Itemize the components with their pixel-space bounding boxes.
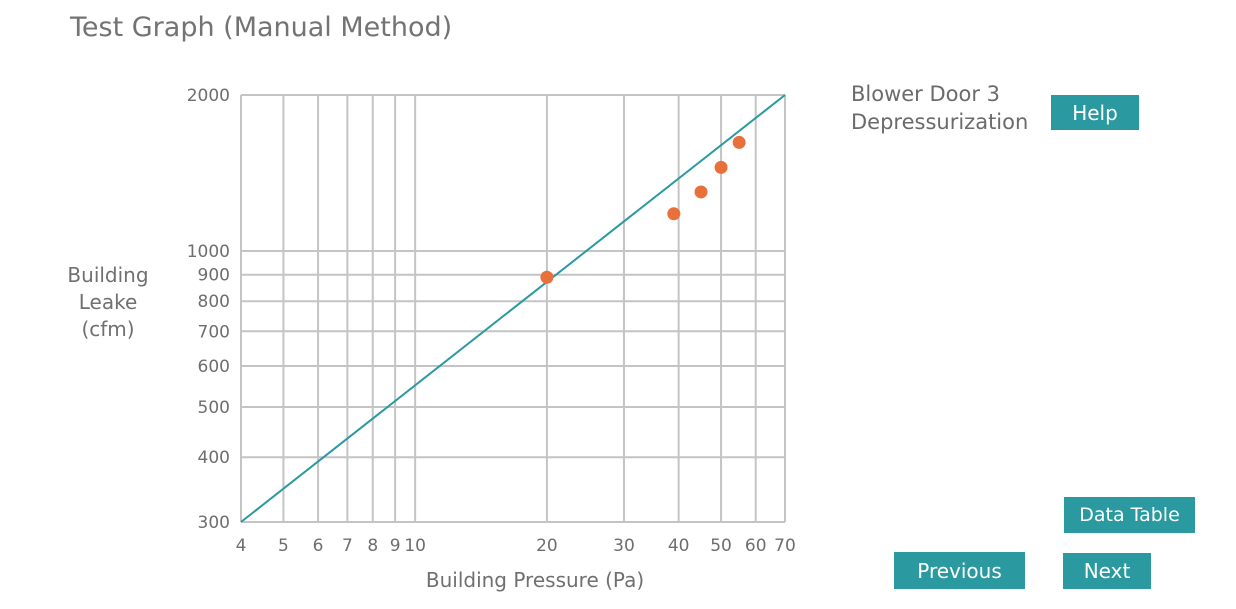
y-tick-label: 2000 — [187, 86, 230, 106]
y-tick-label: 300 — [198, 513, 230, 533]
x-tick-label: 6 — [313, 536, 324, 556]
y-axis-label-line: Leake — [78, 290, 138, 314]
x-tick-label: 4 — [236, 536, 247, 556]
y-tick-label: 800 — [198, 292, 230, 312]
x-tick-label: 40 — [668, 536, 690, 556]
test-name: Blower Door 3 Depressurization — [851, 80, 1028, 136]
y-axis-label-line: Building — [67, 263, 149, 287]
chart-series — [240, 94, 786, 523]
y-tick-label: 900 — [198, 266, 230, 286]
y-tick-label: 600 — [198, 357, 230, 377]
test-name-line: Depressurization — [851, 110, 1029, 134]
y-tick-label: 1000 — [187, 242, 230, 262]
x-tick-label: 5 — [278, 536, 289, 556]
data-point — [540, 270, 554, 284]
y-axis-label-line: (cfm) — [81, 317, 135, 341]
data-point — [667, 207, 681, 221]
y-tick-label: 400 — [198, 448, 230, 468]
chart-grid — [240, 94, 786, 523]
x-tick-label: 70 — [774, 536, 796, 556]
next-button[interactable]: Next — [1063, 553, 1151, 589]
y-axis-label: Building Leake (cfm) — [56, 262, 160, 343]
page-title: Test Graph (Manual Method) — [70, 12, 453, 43]
fit-line — [240, 94, 786, 523]
test-name-line: Blower Door 3 — [851, 82, 1001, 106]
y-tick-label: 500 — [198, 398, 230, 418]
chart-ticks: 4 5 6 7 8 9 10 20 30 40 50 60 70 300 400 500 600 700 800 90… — [187, 86, 796, 556]
x-tick-label: 8 — [367, 536, 378, 556]
x-tick-label: 10 — [404, 536, 426, 556]
data-point — [694, 185, 708, 199]
x-axis-label: Building Pressure (Pa) — [425, 568, 645, 592]
y-tick-label: 700 — [198, 322, 230, 342]
data-table-button[interactable]: Data Table — [1064, 497, 1195, 533]
data-point — [732, 135, 746, 149]
x-tick-label: 9 — [390, 536, 401, 556]
x-tick-label: 20 — [536, 536, 558, 556]
x-tick-label: 7 — [342, 536, 353, 556]
x-tick-label: 60 — [745, 536, 767, 556]
x-tick-label: 30 — [613, 536, 635, 556]
x-tick-label: 50 — [710, 536, 732, 556]
help-button[interactable]: Help — [1051, 95, 1139, 130]
previous-button[interactable]: Previous — [894, 552, 1025, 589]
data-point — [714, 160, 728, 174]
